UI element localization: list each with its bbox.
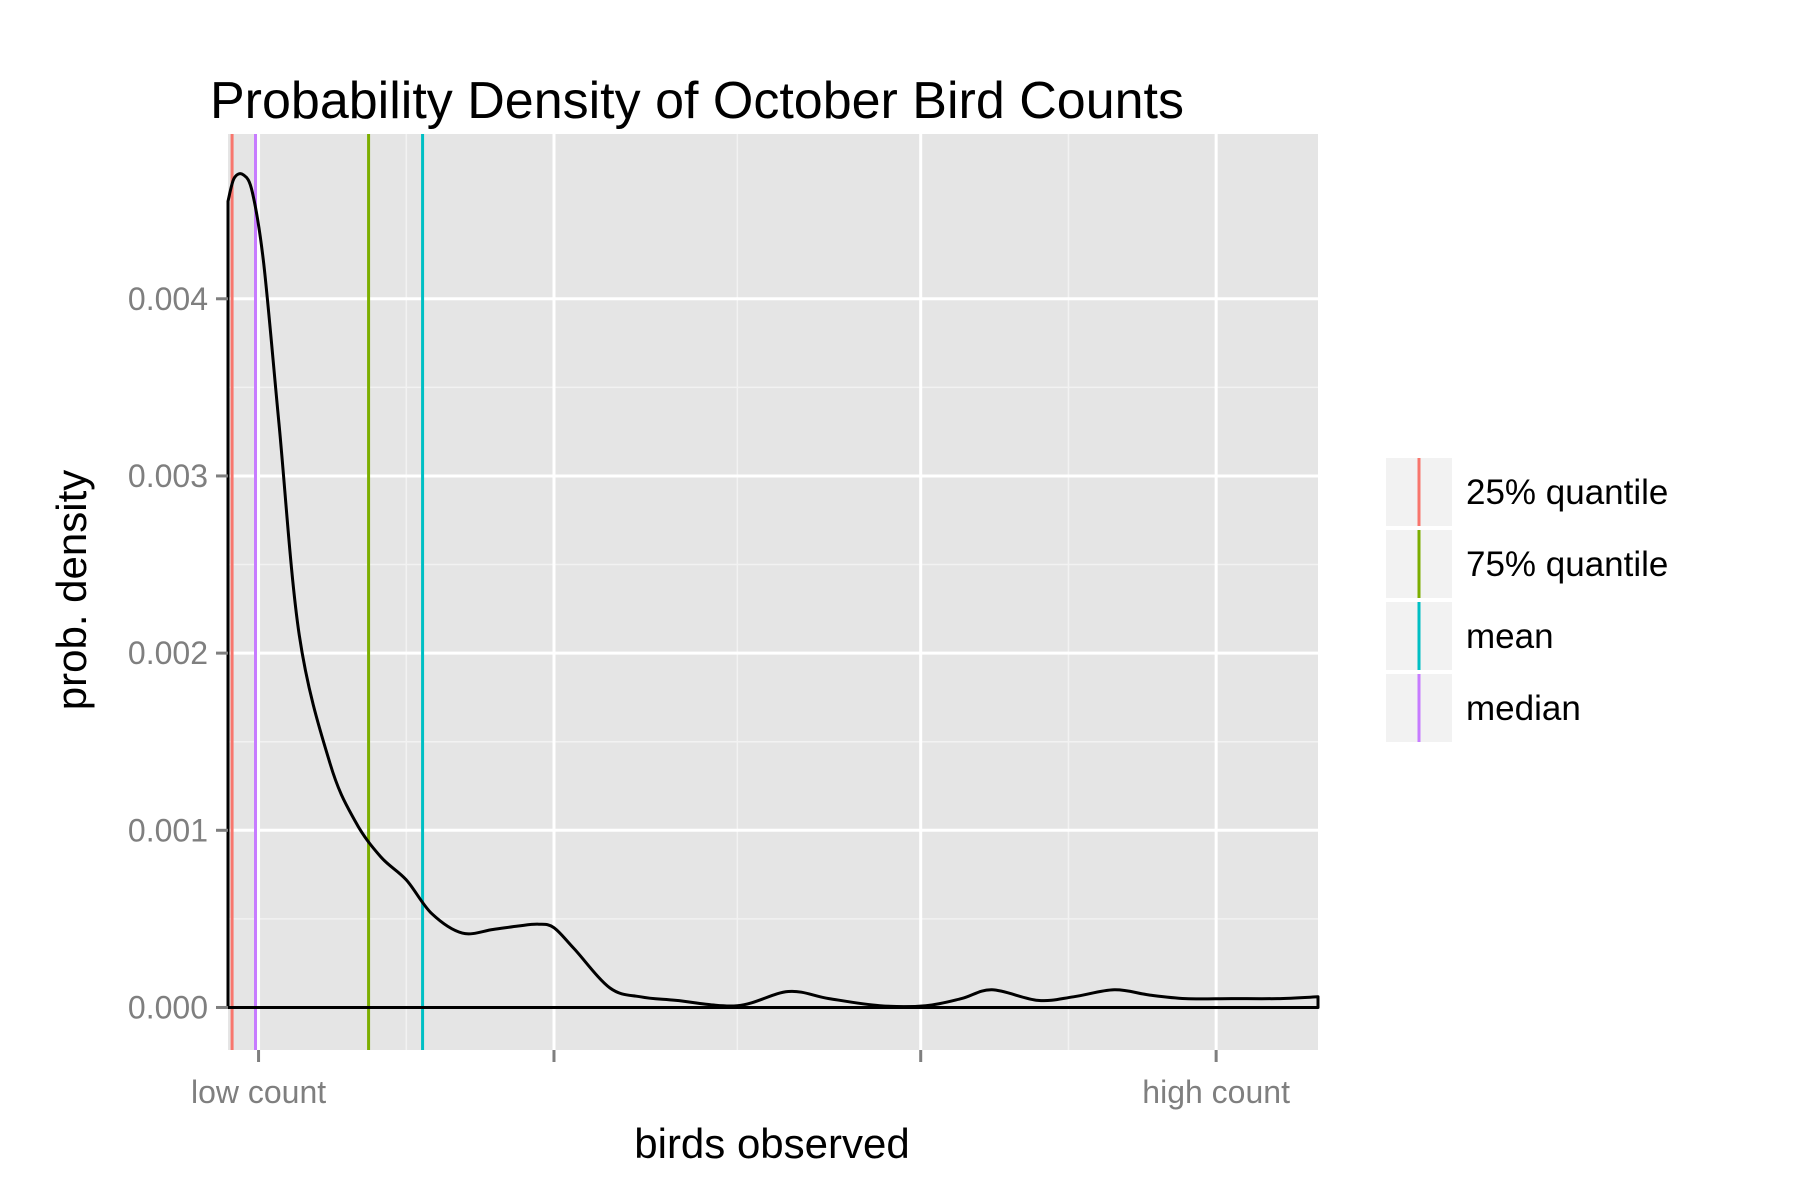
grid-layer xyxy=(228,134,1318,1050)
x-tick-label: high count xyxy=(1142,1074,1290,1110)
density-curve xyxy=(226,172,1320,1009)
legend-item: median xyxy=(1386,674,1581,742)
density-curve-layer xyxy=(226,172,1320,1009)
x-tick-label: low count xyxy=(191,1074,326,1110)
legend-label: 75% quantile xyxy=(1466,545,1668,584)
y-tick-label: 0.003 xyxy=(128,458,208,494)
legend-label: 25% quantile xyxy=(1466,473,1668,512)
y-axis-title: prob. density xyxy=(48,470,95,710)
y-tick-label: 0.004 xyxy=(128,281,208,317)
legend-label: median xyxy=(1466,689,1581,728)
reference-lines xyxy=(230,134,425,1050)
legend: 25% quantile 75% quantile mean median xyxy=(1386,458,1668,742)
legend-item: mean xyxy=(1386,602,1554,670)
y-tick-label: 0.001 xyxy=(128,812,208,848)
y-tick-label: 0.000 xyxy=(128,989,208,1025)
legend-item: 25% quantile xyxy=(1386,458,1668,526)
axis-layer: 0.000 0.001 0.002 0.003 0.004 low count high c… xyxy=(128,281,1290,1110)
plot-panel xyxy=(228,134,1318,1050)
y-tick-label: 0.002 xyxy=(128,635,208,671)
legend-label: mean xyxy=(1466,617,1554,656)
chart-title: Probability Density of October Bird Coun… xyxy=(210,72,1184,130)
x-axis-title: birds observed xyxy=(634,1120,909,1167)
legend-item: 75% quantile xyxy=(1386,530,1668,598)
